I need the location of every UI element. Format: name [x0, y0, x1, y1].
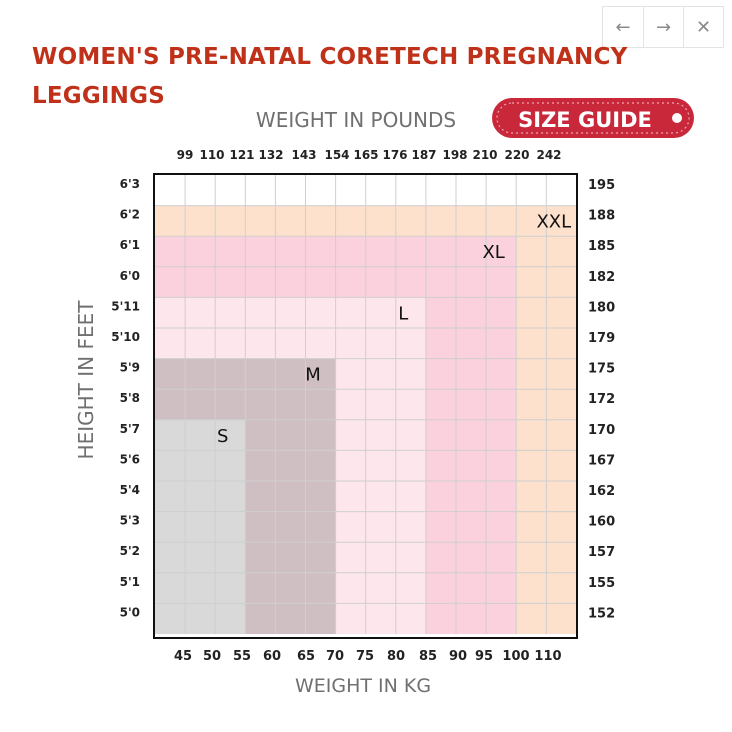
weight-lbs-tick: 121 — [229, 148, 254, 162]
weight-kg-tick: 55 — [233, 649, 251, 664]
weight-kg-tick: 85 — [419, 649, 437, 664]
height-cm-tick: 172 — [588, 392, 615, 407]
weight-kg-tick: 45 — [174, 649, 192, 664]
weight-kg-tick: 75 — [356, 649, 374, 664]
weight-lbs-tick: 198 — [442, 148, 467, 162]
height-cm-tick: 160 — [588, 515, 615, 530]
left-axis-label: HEIGHT IN FEET — [74, 300, 98, 460]
height-ft-tick: 5'7 — [120, 422, 140, 436]
height-ft-tick: 5'6 — [120, 452, 140, 466]
height-cm-tick: 167 — [588, 453, 615, 468]
height-ft-tick: 5'1 — [120, 575, 140, 589]
weight-lbs-tick: 220 — [504, 148, 529, 162]
size-label-m: M — [305, 365, 321, 386]
height-cm-tick: 179 — [588, 331, 615, 346]
weight-kg-tick: 60 — [263, 649, 281, 664]
height-ft-tick: 6'2 — [120, 208, 140, 222]
badge-dot-icon — [672, 113, 682, 123]
height-ft-tick: 5'4 — [120, 483, 140, 497]
height-cm-tick: 157 — [588, 545, 615, 560]
badge-stitch — [496, 102, 690, 134]
weight-lbs-tick: 210 — [472, 148, 497, 162]
height-ft-tick: 5'11 — [111, 299, 140, 313]
arrow-left-icon: ← — [615, 16, 631, 38]
height-cm-tick: 175 — [588, 362, 615, 377]
height-ft-tick: 5'0 — [120, 605, 140, 619]
lightbox-nav: ← → ✕ — [602, 6, 724, 48]
height-ft-tick: 5'9 — [120, 361, 140, 375]
weight-kg-tick: 70 — [326, 649, 344, 664]
size-label-l: L — [398, 303, 408, 324]
weight-lbs-tick: 110 — [199, 148, 224, 162]
weight-kg-tick: 50 — [203, 649, 221, 664]
page-title: WOMEN'S PRE-NATAL CORETECH PREGNANCY LEG… — [32, 44, 628, 109]
top-axis-label: WEIGHT IN POUNDS — [256, 108, 456, 132]
height-cm-tick: 155 — [588, 576, 615, 591]
prev-button[interactable]: ← — [603, 7, 643, 47]
size-guide-badge: SIZE GUIDE — [492, 98, 694, 138]
close-button[interactable]: ✕ — [683, 7, 723, 47]
weight-lbs-tick: 176 — [382, 148, 407, 162]
arrow-right-icon: → — [655, 16, 672, 38]
height-cm-tick: 185 — [588, 239, 615, 254]
weight-lbs-tick: 99 — [177, 148, 194, 162]
height-ft-tick: 5'2 — [120, 544, 140, 558]
weight-lbs-tick: 165 — [353, 148, 378, 162]
bottom-axis-label: WEIGHT IN KG — [295, 675, 431, 697]
weight-kg-tick: 110 — [534, 649, 561, 664]
size-label-xl: XL — [482, 242, 504, 263]
badge-background — [492, 98, 694, 138]
height-ft-tick: 6'0 — [120, 269, 140, 283]
weight-kg-tick: 80 — [387, 649, 405, 664]
height-ft-tick: 6'1 — [120, 238, 140, 252]
height-ft-tick: 5'10 — [111, 330, 140, 344]
height-ft-tick: 5'8 — [120, 391, 140, 405]
size-label-xxl: XXL — [536, 212, 571, 233]
weight-lbs-tick: 154 — [324, 148, 349, 162]
weight-kg-tick: 65 — [297, 649, 315, 664]
height-cm-tick: 195 — [588, 178, 615, 193]
height-ft-tick: 6'3 — [120, 177, 140, 191]
weight-lbs-tick: 187 — [411, 148, 436, 162]
size-label-s: S — [217, 426, 228, 447]
badge-label: SIZE GUIDE — [518, 108, 652, 132]
height-cm-tick: 188 — [588, 209, 615, 224]
height-ft-tick: 5'3 — [120, 514, 140, 528]
weight-lbs-tick: 143 — [291, 148, 316, 162]
height-cm-tick: 170 — [588, 423, 615, 438]
weight-kg-tick: 90 — [449, 649, 467, 664]
weight-kg-tick: 100 — [502, 649, 529, 664]
grid-border — [153, 173, 578, 639]
height-cm-tick: 152 — [588, 606, 615, 621]
weight-kg-tick: 95 — [475, 649, 493, 664]
height-cm-tick: 182 — [588, 270, 615, 285]
weight-lbs-tick: 242 — [536, 148, 561, 162]
close-icon: ✕ — [695, 16, 712, 38]
size-area-s — [155, 419, 246, 634]
height-cm-tick: 162 — [588, 484, 615, 499]
height-cm-tick: 180 — [588, 300, 615, 315]
weight-lbs-tick: 132 — [258, 148, 283, 162]
next-button[interactable]: → — [643, 7, 683, 47]
